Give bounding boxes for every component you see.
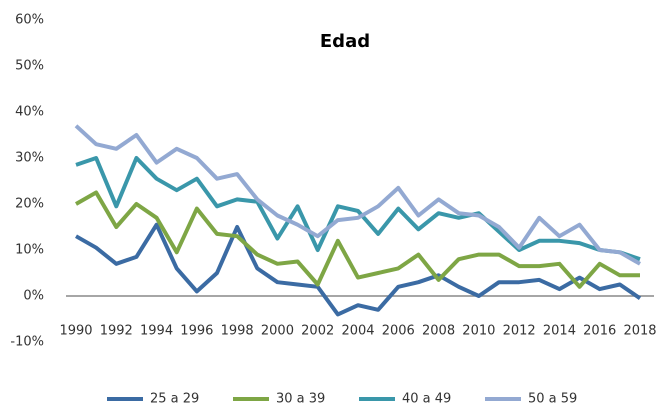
y-tick-label: 50% [15, 59, 44, 74]
x-tick-label: 2014 [543, 324, 576, 339]
x-tick-label: 1998 [221, 324, 254, 339]
legend-label: 25 a 29 [150, 392, 199, 407]
series-line [75, 190, 640, 289]
y-tick-label: 20% [15, 197, 44, 212]
x-tick-label: 2000 [261, 324, 294, 339]
series-line [75, 156, 641, 262]
x-tick-label: 2004 [341, 324, 374, 339]
x-tick-label: 2018 [623, 324, 656, 339]
series-line [75, 222, 642, 317]
series-line [74, 124, 641, 266]
legend-label: 40 a 49 [402, 392, 451, 407]
x-tick-label: 2008 [422, 324, 455, 339]
y-tick-label: 10% [15, 243, 44, 258]
y-tick-label: 30% [15, 151, 44, 166]
x-tick-label: 2002 [301, 324, 334, 339]
legend-label: 50 a 59 [528, 392, 577, 407]
x-tick-label: 2012 [503, 324, 536, 339]
y-tick-label: 40% [15, 105, 44, 120]
x-tick-label: 1992 [100, 324, 133, 339]
x-tick-label: 1990 [59, 324, 92, 339]
y-tick-label: 60% [15, 13, 44, 28]
x-tick-label: 2010 [462, 324, 495, 339]
x-tick-label: 2016 [583, 324, 616, 339]
x-tick-label: 1994 [140, 324, 173, 339]
y-tick-label: -10% [10, 335, 44, 350]
x-tick-label: 2006 [382, 324, 415, 339]
chart-title: Edad [320, 31, 370, 52]
x-tick-label: 1996 [180, 324, 213, 339]
y-tick-label: 0% [23, 289, 44, 304]
legend-label: 30 a 39 [276, 392, 325, 407]
